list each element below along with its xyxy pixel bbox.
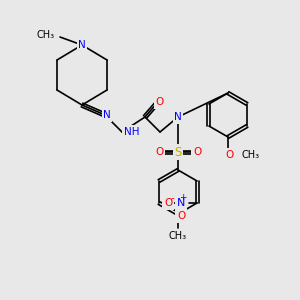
Text: N: N bbox=[174, 112, 182, 122]
Text: CH₃: CH₃ bbox=[241, 150, 259, 160]
Text: O: O bbox=[226, 150, 234, 160]
Text: CH₃: CH₃ bbox=[37, 30, 55, 40]
Text: O: O bbox=[193, 147, 201, 157]
Text: O: O bbox=[156, 97, 164, 107]
Text: N: N bbox=[78, 40, 86, 50]
Text: CH₃: CH₃ bbox=[169, 231, 187, 241]
Text: -: - bbox=[170, 193, 174, 203]
Text: N: N bbox=[103, 110, 111, 120]
Text: O: O bbox=[164, 198, 172, 208]
Text: S: S bbox=[174, 146, 182, 158]
Text: NH: NH bbox=[124, 127, 140, 137]
Text: N: N bbox=[177, 198, 185, 208]
Text: O: O bbox=[177, 211, 185, 221]
Text: O: O bbox=[155, 147, 163, 157]
Text: +: + bbox=[179, 194, 187, 202]
